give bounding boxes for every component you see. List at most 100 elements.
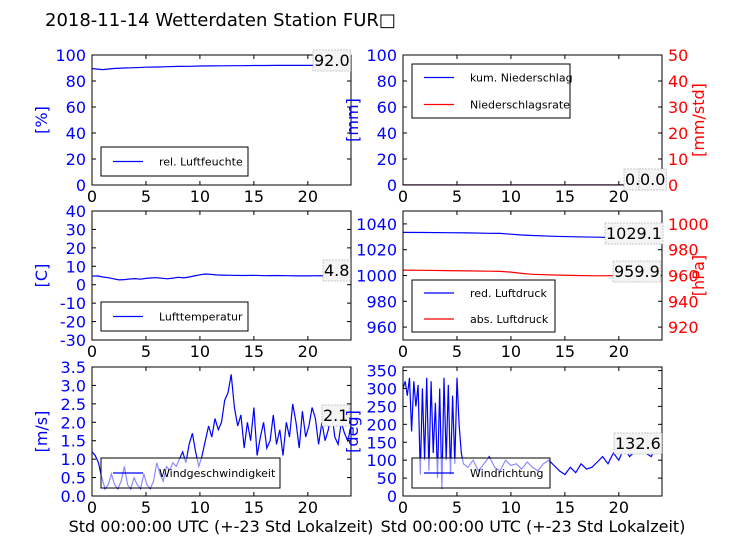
- y-tick-label: 200: [366, 415, 397, 434]
- y-tick-label: 350: [366, 362, 397, 381]
- x-tick-label: 0: [398, 187, 408, 206]
- series-line-humidity-0: [92, 64, 351, 71]
- value-annotation: 0.0: [640, 170, 665, 189]
- y-axis-label: [m/s]: [32, 411, 51, 453]
- y-tick-label: 980: [366, 292, 397, 311]
- x-tick-label: 5: [452, 498, 462, 517]
- x-tick-label: 0: [87, 187, 97, 206]
- legend-label: Niederschlagsrate: [470, 99, 570, 112]
- x-axis-label-left: Std 00:00:00 UTC (+-23 Std Lokalzeit): [69, 517, 374, 536]
- y-axis-label: [%]: [32, 106, 51, 134]
- x-tick-label: 0: [398, 342, 408, 361]
- x-tick-label: 15: [244, 342, 264, 361]
- value-annotation: 4.8: [324, 261, 349, 280]
- y-tick-label: 100: [366, 451, 397, 470]
- y-tick-label: 0: [387, 176, 397, 195]
- value-annotation: 1029.1: [606, 224, 662, 243]
- x-axis-label-right: Std 00:00:00 UTC (+-23 Std Lokalzeit): [381, 517, 686, 536]
- y-tick-label: 0: [387, 487, 397, 506]
- y-tick-label: 60: [377, 98, 397, 117]
- y-tick-label-right: 0: [668, 176, 678, 195]
- plot-frame: [402, 54, 663, 186]
- y-tick-label-right: 1000: [668, 215, 709, 234]
- y-tick-label: 0.0: [61, 487, 86, 506]
- y-tick-label-right: 30: [668, 98, 688, 117]
- value-annotation-box: [612, 260, 662, 283]
- x-tick-label: 5: [141, 498, 151, 517]
- x-tick-label: 0: [87, 498, 97, 517]
- y-tick-label: 30: [66, 220, 86, 239]
- x-tick-label: 0: [398, 498, 408, 517]
- y-tick-label: 2.5: [61, 395, 86, 414]
- y-axis-label-right: [mm/std]: [689, 83, 708, 157]
- y-tick-label: 10: [66, 257, 86, 276]
- y-axis-label: [C]: [32, 264, 51, 288]
- x-tick-label: 10: [501, 342, 521, 361]
- value-annotation-box: [613, 432, 663, 455]
- y-tick-label: -10: [60, 294, 86, 313]
- x-tick-label: 20: [298, 498, 318, 517]
- series-line-pressure-1: [403, 269, 662, 277]
- plot-frame: [91, 210, 352, 341]
- legend-label: Windgeschwindigkeit: [159, 467, 276, 480]
- legend-box: [411, 63, 571, 119]
- legend-label: Lufttemperatur: [159, 311, 243, 324]
- x-tick-label: 10: [501, 498, 521, 517]
- y-tick-label: -20: [60, 313, 86, 332]
- x-tick-label: 15: [244, 498, 264, 517]
- y-tick-label: 2.0: [61, 413, 86, 432]
- legend-label: Windrichtung: [470, 467, 543, 480]
- y-tick-label-right: 20: [668, 124, 688, 143]
- x-tick-label: 20: [298, 342, 318, 361]
- x-tick-label: 15: [244, 187, 264, 206]
- y-tick-label: 20: [66, 239, 86, 258]
- plot-frame: [402, 366, 663, 497]
- y-tick-label: 50: [377, 469, 397, 488]
- value-annotation-box: [321, 404, 350, 427]
- x-tick-label: 20: [609, 342, 629, 361]
- y-tick-label-right: 940: [668, 292, 699, 311]
- x-tick-label: 15: [555, 498, 575, 517]
- value-annotation: 132.6: [615, 434, 661, 453]
- x-tick-label: 5: [452, 187, 462, 206]
- value-annotation: 92.0: [314, 51, 350, 70]
- y-tick-label: 60: [66, 98, 86, 117]
- y-tick-label: 1.0: [61, 450, 86, 469]
- y-tick-label: 3.5: [61, 358, 86, 377]
- y-tick-label-right: 980: [668, 241, 699, 260]
- x-tick-label: 5: [452, 342, 462, 361]
- x-tick-label: 20: [609, 498, 629, 517]
- x-tick-label: 10: [190, 187, 210, 206]
- y-tick-label-right: 960: [668, 267, 699, 286]
- panel-pressure: 0 5 10 15 20 960 980 1000 1020 1040 920 940 960 980 10…: [356, 210, 709, 361]
- y-tick-label: -30: [60, 331, 86, 350]
- value-annotation-box: [322, 259, 351, 282]
- y-tick-label: 80: [377, 72, 397, 91]
- x-tick-label: 10: [501, 187, 521, 206]
- legend-box: [411, 279, 556, 333]
- x-tick-label: 15: [555, 187, 575, 206]
- x-tick-label: 15: [555, 342, 575, 361]
- panel-temperature: 0 5 10 15 20-30-20-10010203040[C]Lufttempera…: [32, 202, 352, 361]
- y-axis-label: [mm]: [343, 98, 362, 142]
- series-line-temperature-0: [92, 273, 351, 281]
- y-tick-label: 1000: [356, 267, 397, 286]
- y-tick-label: 80: [66, 72, 86, 91]
- y-tick-label: 0: [76, 176, 86, 195]
- y-tick-label-right: 10: [668, 150, 688, 169]
- y-tick-label: 40: [377, 124, 397, 143]
- y-tick-label: 20: [66, 150, 86, 169]
- y-tick-label: 1020: [356, 241, 397, 260]
- y-tick-label: 250: [366, 397, 397, 416]
- y-tick-label-right: 40: [668, 72, 688, 91]
- y-tick-label: 1.5: [61, 432, 86, 451]
- value-annotation: 959.9: [614, 262, 660, 281]
- legend-label: kum. Niederschlag: [470, 72, 573, 85]
- y-axis-label: [deg]: [343, 410, 362, 453]
- legend-label: rel. Luftfeuchte: [159, 156, 243, 169]
- y-tick-label: 0.5: [61, 469, 86, 488]
- y-tick-label: 0: [76, 276, 86, 295]
- y-tick-label-right: 50: [668, 46, 688, 65]
